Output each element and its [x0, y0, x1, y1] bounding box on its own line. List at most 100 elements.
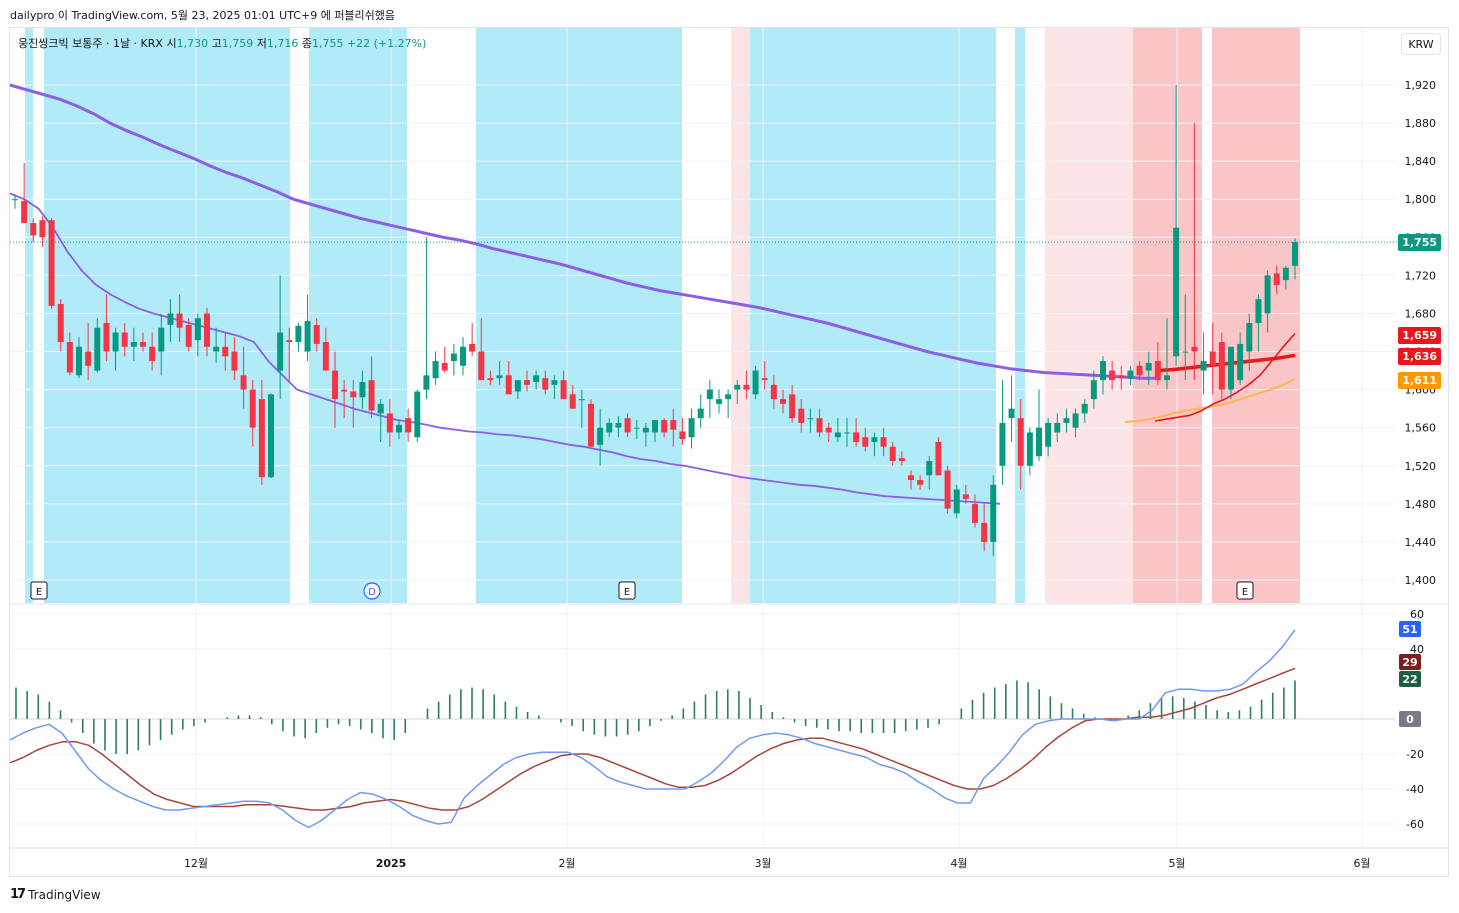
candle-body: [1218, 342, 1225, 390]
candle: [716, 389, 722, 414]
candle-body: [140, 342, 146, 347]
candle: [697, 394, 704, 428]
candle-body: [30, 223, 37, 236]
candle: [39, 216, 46, 247]
candle-body: [496, 375, 503, 379]
candle: [1072, 408, 1079, 438]
candle: [478, 318, 485, 381]
candle-body: [1081, 403, 1088, 414]
footer-brand-label: TradingView: [28, 887, 101, 902]
candle: [1282, 265, 1289, 290]
candle: [798, 399, 805, 433]
zone-8: [1133, 28, 1202, 603]
candle: [377, 399, 384, 442]
x-tick-label: 2월: [558, 857, 575, 870]
candle-body: [277, 332, 284, 371]
price-label-text: 1,755: [1402, 236, 1437, 249]
candle: [396, 420, 402, 440]
currency-button[interactable]: KRW: [1401, 33, 1441, 55]
candle: [277, 275, 284, 400]
candle: [1191, 123, 1198, 381]
candle-body: [1228, 346, 1234, 390]
candle-body: [57, 303, 64, 343]
candle: [578, 389, 585, 428]
candle-body: [1255, 299, 1262, 323]
candle: [633, 420, 640, 440]
candle-body: [12, 199, 18, 201]
candle: [743, 370, 750, 400]
candle-body: [633, 427, 640, 429]
candle-body: [1063, 418, 1070, 423]
candle: [48, 218, 55, 309]
candle: [990, 475, 997, 557]
candle: [1218, 332, 1225, 400]
y-tick-label: 1,720: [1405, 269, 1437, 282]
candle: [661, 418, 668, 438]
candle-body: [332, 370, 338, 400]
macd-tick-label: -20: [1406, 748, 1424, 761]
candle: [569, 384, 576, 409]
macd-label-bg: [1399, 654, 1421, 670]
candle: [1045, 418, 1052, 457]
macd-label-text: 0: [1406, 713, 1414, 726]
candle-body: [460, 346, 466, 366]
candle: [889, 441, 896, 466]
open-value: 1,730: [176, 37, 209, 50]
red-thick-line: [1154, 353, 1296, 373]
candle: [1209, 322, 1216, 395]
candle-body: [1154, 361, 1161, 381]
candle-body: [1090, 380, 1097, 400]
candle: [258, 380, 265, 485]
candle-body: [944, 470, 951, 509]
macd-label: 29: [1399, 654, 1421, 670]
candle-body: [341, 389, 348, 392]
candle: [560, 370, 567, 400]
macd-pane: 60 40 -20 -40 -60 51 29 22 0: [9, 608, 1424, 831]
candle-body: [149, 346, 156, 362]
candle-body: [194, 318, 201, 341]
candle: [999, 380, 1006, 485]
candle-body: [322, 342, 329, 371]
candle-body: [908, 475, 914, 481]
candle: [1017, 399, 1024, 490]
candle: [450, 343, 457, 376]
candle-body: [679, 431, 686, 440]
candle: [322, 327, 329, 371]
candle: [834, 418, 841, 442]
candle: [487, 370, 494, 385]
candle-body: [981, 522, 988, 542]
candle: [761, 361, 768, 390]
candle: [268, 393, 274, 479]
candle: [1182, 294, 1189, 381]
candle-body: [770, 384, 777, 400]
zone-1: [44, 28, 290, 603]
y-tick-label: 1,480: [1405, 498, 1437, 511]
candle-body: [889, 446, 896, 462]
price-label: 1,611: [1398, 372, 1441, 389]
candle-body: [551, 380, 558, 385]
price-label: 1,659: [1398, 327, 1441, 344]
event-marker-e: E: [618, 581, 636, 600]
candle-body: [1237, 343, 1244, 381]
candle-body: [734, 384, 741, 390]
footer-brand[interactable]: 17 TradingView: [10, 887, 101, 902]
candle: [423, 237, 430, 400]
ema-mid-line: [9, 192, 1001, 505]
candle: [953, 484, 960, 519]
candle: [94, 318, 101, 373]
candle-body: [21, 201, 28, 224]
candle-body: [112, 332, 119, 352]
publish-header: dailypro 이 TradingView.com, 5월 23, 2025 …: [10, 9, 396, 22]
candle: [185, 318, 192, 352]
candle: [770, 375, 777, 409]
candle-body: [533, 375, 540, 382]
candle-body: [597, 427, 604, 445]
candle: [1264, 270, 1271, 333]
candle: [880, 427, 887, 457]
candle-body: [514, 380, 521, 392]
candle-body: [624, 418, 631, 433]
candle-body: [204, 313, 210, 347]
event-marker-label: E: [1242, 587, 1248, 598]
candle-body: [1273, 273, 1280, 285]
